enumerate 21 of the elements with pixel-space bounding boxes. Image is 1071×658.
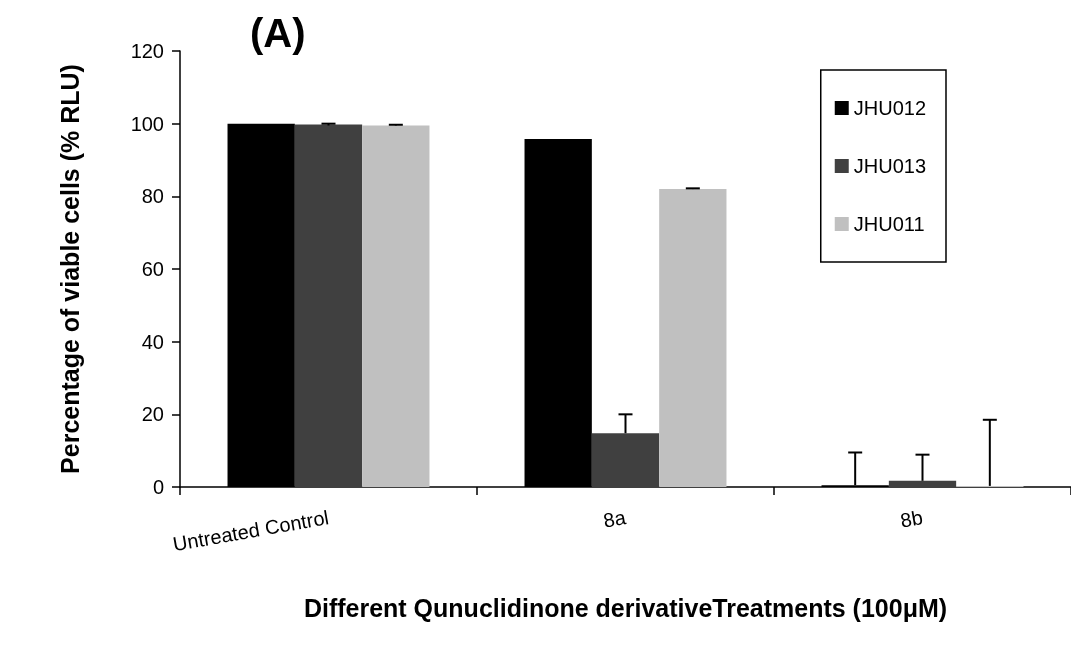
y-tick-label: 20: [141, 403, 164, 426]
bar: [362, 125, 430, 487]
bar: [659, 189, 727, 487]
legend-label: JHU013: [853, 155, 927, 177]
x-tick-label: 8a: [601, 506, 629, 532]
chart-title: (A): [250, 11, 306, 55]
legend-label: JHU012: [853, 97, 927, 119]
bar: [591, 433, 660, 487]
y-tick-label: 40: [141, 330, 164, 353]
y-axis-title: Percentage of viable cells (% RLU): [56, 64, 84, 474]
bar: [294, 124, 363, 487]
x-axis-title: Different Qunuclidinone derivativeTreatments (100μM): [303, 594, 948, 622]
bar: [888, 480, 957, 487]
x-tick-label: 8b: [898, 506, 925, 532]
y-tick-label: 0: [152, 476, 164, 498]
y-tick-label: 100: [130, 112, 164, 135]
x-tick-label: Untreated Control: [171, 506, 331, 556]
y-tick-label: 80: [141, 185, 164, 208]
y-tick-label: 120: [130, 40, 164, 62]
legend-label: JHU011: [853, 213, 925, 235]
y-tick-label: 60: [141, 258, 164, 280]
